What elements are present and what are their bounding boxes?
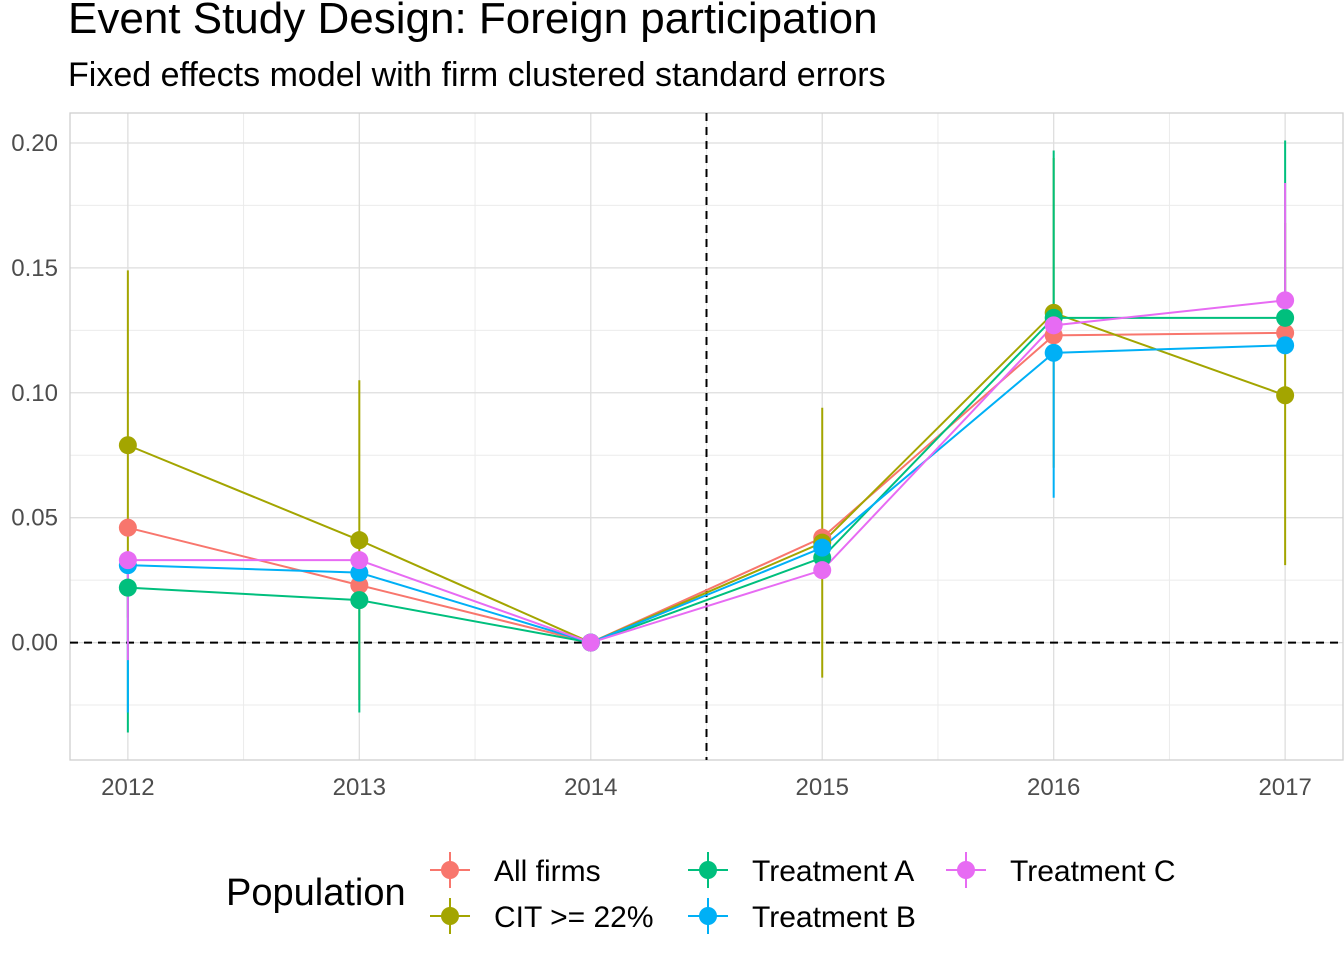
series-line-cit-22: [127, 311, 1286, 644]
legend-label: Treatment C: [1010, 855, 1176, 888]
data-point-cit-22: [1276, 386, 1295, 405]
data-point-treatment-c: [813, 561, 832, 580]
data-point-treatment-a: [350, 591, 369, 610]
y-tick-label: 0.05: [11, 505, 58, 532]
data-point-treatment-b: [1276, 336, 1295, 355]
legend-title: Population: [226, 872, 406, 914]
legend-key-point: [699, 907, 717, 925]
x-tick-label: 2014: [564, 774, 617, 801]
data-point-treatment-b: [1044, 343, 1063, 362]
legend-item: Treatment A: [688, 852, 914, 888]
x-tick-label: 2012: [101, 774, 154, 801]
legend: Population All firms CIT >= 22% Treatment A…: [226, 852, 1176, 934]
axis-labels: 2012 2013 2014 2015 2016 2017 0.00 0.05 0.10 0.15…: [11, 130, 1312, 801]
legend-key-point: [957, 861, 975, 879]
legend-key-point: [441, 861, 459, 879]
reference-lines: [70, 113, 1343, 760]
data-point-treatment-c: [1276, 291, 1295, 310]
x-tick-label: 2016: [1027, 774, 1080, 801]
x-tick-label: 2017: [1258, 774, 1311, 801]
legend-item: Treatment C: [946, 852, 1176, 888]
series-lines: [127, 299, 1286, 644]
y-tick-label: 0.10: [11, 380, 58, 407]
series-points: [118, 291, 1295, 652]
data-point-treatment-b: [813, 538, 832, 557]
series-line-all-firms: [127, 331, 1286, 644]
legend-label: Treatment B: [752, 901, 916, 934]
legend-label: All firms: [494, 855, 601, 888]
series-line-treatment-c: [127, 299, 1286, 644]
series-line-treatment-b: [127, 344, 1286, 644]
y-tick-label: 0.20: [11, 130, 58, 157]
data-point-all-firms: [1276, 323, 1295, 342]
x-tick-label: 2015: [796, 774, 849, 801]
data-point-all-firms: [118, 518, 137, 537]
y-tick-label: 0.00: [11, 630, 58, 657]
legend-key-point: [699, 861, 717, 879]
data-point-all-firms: [350, 576, 369, 595]
legend-key-point: [441, 907, 459, 925]
series-line-treatment-a: [127, 316, 1286, 644]
data-point-treatment-c: [1044, 316, 1063, 335]
data-point-cit-22: [350, 531, 369, 550]
data-point-treatment-c: [350, 551, 369, 570]
x-tick-label: 2013: [333, 774, 386, 801]
y-tick-label: 0.15: [11, 255, 58, 282]
legend-item: Treatment B: [688, 898, 916, 934]
chart-title: Event Study Design: Foreign participatio…: [68, 0, 878, 43]
data-point-treatment-b: [350, 563, 369, 582]
legend-label: CIT >= 22%: [494, 901, 654, 934]
data-point-treatment-c: [118, 551, 137, 570]
data-point-treatment-a: [1276, 308, 1295, 327]
data-point-treatment-c: [581, 633, 600, 652]
data-point-treatment-a: [118, 578, 137, 597]
legend-item: CIT >= 22%: [430, 898, 654, 934]
data-point-cit-22: [118, 436, 137, 455]
legend-label: Treatment A: [752, 855, 914, 888]
chart-subtitle: Fixed effects model with firm clustered …: [68, 56, 886, 94]
legend-item: All firms: [430, 852, 601, 888]
